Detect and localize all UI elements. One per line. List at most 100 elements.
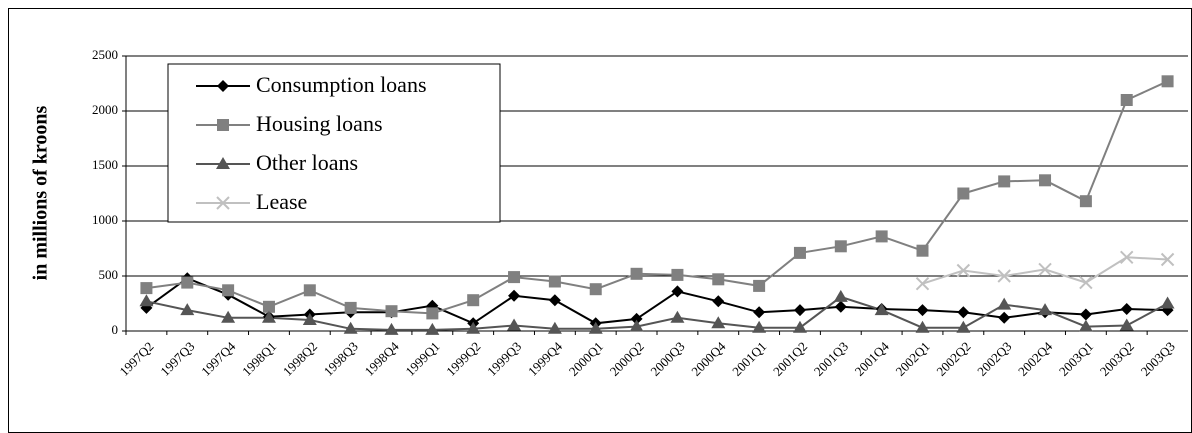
marker-square bbox=[181, 276, 194, 289]
x-tick-label: 1998Q4 bbox=[362, 338, 403, 379]
marker-triangle bbox=[711, 316, 726, 329]
series-line bbox=[145, 277, 1168, 325]
x-tick-label: 1997Q2 bbox=[116, 339, 156, 379]
marker-diamond bbox=[1079, 308, 1092, 321]
marker-x bbox=[216, 196, 230, 210]
marker-triangle bbox=[1119, 318, 1134, 331]
marker-x bbox=[956, 263, 971, 278]
x-tick-label: 2003Q2 bbox=[1097, 339, 1137, 379]
x-tick-label: 1998Q3 bbox=[321, 339, 361, 379]
x-tick-label: 1999Q1 bbox=[402, 339, 442, 379]
marker-diamond bbox=[1120, 303, 1133, 315]
x-tick-label: 1997Q4 bbox=[198, 338, 239, 379]
marker-x bbox=[997, 269, 1011, 283]
x-tick-label: 1998Q1 bbox=[239, 339, 279, 379]
marker-triangle bbox=[139, 294, 154, 307]
marker-triangle bbox=[466, 321, 481, 334]
x-tick-label: 1999Q2 bbox=[443, 339, 483, 379]
x-tick-label: 2002Q1 bbox=[893, 339, 933, 379]
y-axis-label: in millions of kroons bbox=[30, 105, 52, 280]
marker-square bbox=[671, 268, 684, 281]
x-tick-label: 2002Q3 bbox=[974, 339, 1014, 379]
marker-square bbox=[1079, 195, 1092, 208]
marker-triangle bbox=[956, 320, 971, 333]
marker-diamond bbox=[671, 285, 684, 298]
y-tick-label: 2500 bbox=[92, 47, 118, 62]
marker-diamond bbox=[957, 306, 970, 319]
x-tick-label: 2001Q4 bbox=[852, 338, 893, 379]
marker-diamond bbox=[834, 300, 847, 313]
marker-triangle bbox=[425, 322, 440, 335]
marker-square bbox=[630, 267, 643, 280]
marker-x bbox=[1079, 275, 1093, 290]
marker-square bbox=[217, 119, 229, 131]
marker-triangle bbox=[915, 320, 930, 333]
x-tick-label: 2000Q1 bbox=[566, 339, 606, 379]
marker-triangle bbox=[547, 321, 562, 334]
y-tick-label: 0 bbox=[112, 322, 119, 337]
marker-diamond bbox=[508, 289, 521, 302]
marker-square bbox=[548, 275, 561, 288]
marker-diamond bbox=[916, 304, 929, 317]
x-tick-label: 2003Q1 bbox=[1056, 339, 1096, 379]
series-line bbox=[146, 295, 1169, 331]
marker-square bbox=[916, 244, 929, 257]
marker-square bbox=[875, 230, 888, 243]
marker-triangle bbox=[997, 297, 1012, 310]
x-tick-label: 2001Q3 bbox=[811, 339, 851, 379]
x-tick-label: 2003Q3 bbox=[1138, 339, 1178, 379]
marker-square bbox=[793, 246, 806, 259]
x-tick-label: 2001Q2 bbox=[770, 339, 810, 379]
legend-label: Consumption loans bbox=[256, 72, 427, 97]
x-tick-label: 1999Q3 bbox=[484, 339, 524, 379]
marker-triangle bbox=[221, 310, 236, 323]
marker-triangle bbox=[507, 318, 522, 331]
marker-triangle bbox=[1160, 296, 1175, 309]
legend-label: Lease bbox=[256, 189, 307, 214]
legend-label: Housing loans bbox=[256, 111, 383, 136]
marker-square bbox=[426, 307, 439, 320]
marker-triangle bbox=[670, 310, 685, 323]
marker-diamond bbox=[217, 80, 229, 92]
marker-triangle bbox=[874, 303, 889, 316]
marker-square bbox=[508, 271, 521, 284]
marker-x bbox=[1038, 262, 1052, 277]
marker-triangle bbox=[384, 322, 399, 335]
y-tick-label: 500 bbox=[99, 267, 119, 282]
marker-triangle bbox=[1078, 319, 1093, 332]
legend-label: Other loans bbox=[256, 150, 358, 175]
marker-square bbox=[834, 240, 847, 253]
marker-x bbox=[1160, 252, 1175, 267]
x-tick-label: 2000Q4 bbox=[688, 338, 729, 379]
y-tick-label: 2000 bbox=[92, 102, 118, 117]
marker-triangle bbox=[792, 320, 807, 333]
x-tick-label: 2001Q1 bbox=[729, 339, 769, 379]
marker-triangle bbox=[752, 320, 767, 333]
x-tick-label: 2000Q3 bbox=[647, 339, 687, 379]
x-tick-label: 2002Q4 bbox=[1015, 338, 1056, 379]
marker-square bbox=[753, 279, 766, 292]
marker-diamond bbox=[998, 311, 1011, 324]
marker-square bbox=[262, 300, 275, 313]
marker-square bbox=[467, 294, 480, 307]
marker-diamond bbox=[753, 306, 766, 319]
marker-diamond bbox=[548, 294, 561, 307]
marker-square bbox=[1161, 75, 1174, 88]
marker-square bbox=[957, 187, 970, 200]
marker-triangle bbox=[180, 303, 195, 316]
marker-square bbox=[222, 284, 235, 297]
marker-square bbox=[385, 305, 398, 318]
x-tick-label: 1998Q2 bbox=[280, 339, 320, 379]
y-tick-label: 1000 bbox=[92, 212, 118, 227]
marker-square bbox=[998, 175, 1011, 188]
x-tick-label: 2000Q2 bbox=[607, 339, 647, 379]
marker-diamond bbox=[712, 295, 725, 308]
x-tick-label: 1997Q3 bbox=[157, 339, 197, 379]
marker-square bbox=[589, 283, 602, 296]
marker-triangle bbox=[833, 289, 848, 302]
marker-diamond bbox=[630, 312, 643, 325]
marker-triangle bbox=[343, 321, 358, 334]
marker-triangle bbox=[302, 313, 317, 325]
marker-square bbox=[1039, 174, 1052, 187]
